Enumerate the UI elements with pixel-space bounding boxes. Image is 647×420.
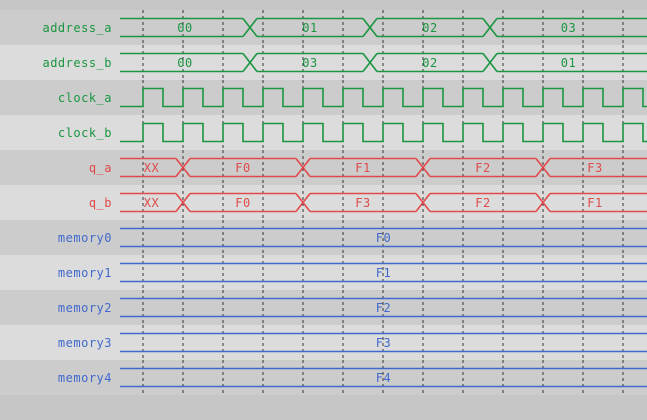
bus-value: 03 [560, 20, 577, 35]
signal-label-memory4: memory4 [0, 360, 112, 395]
clock-waveform [120, 87, 647, 108]
bus-value: 00 [177, 55, 193, 70]
bus-value: 01 [302, 20, 318, 35]
bus-waveform [120, 157, 647, 178]
bus-value: F2 [475, 160, 491, 175]
signal-label-text: address_a [42, 20, 112, 35]
waveform-area-memory4[interactable] [120, 360, 647, 395]
signal-label-text: clock_b [57, 125, 112, 140]
signal-label-text: clock_a [57, 90, 112, 105]
bus-waveform [120, 52, 647, 73]
signal-row-memory2[interactable]: memory2 F2 [0, 290, 647, 325]
signal-label-text: memory4 [57, 370, 112, 385]
signal-row-address_b[interactable]: address_b 00 03 02 01 [0, 45, 647, 80]
bus-value: F3 [587, 160, 603, 175]
bus-value: F1 [587, 195, 603, 210]
waveform-area-q_b[interactable] [120, 185, 647, 220]
signal-row-memory3[interactable]: memory3 F3 [0, 325, 647, 360]
signal-row-memory4[interactable]: memory4 F4 [0, 360, 647, 395]
signal-row-q_b[interactable]: q_b XX F0 F3 F2 F1 [0, 185, 647, 220]
signal-label-text: q_b [88, 195, 112, 210]
bus-value: 02 [422, 20, 438, 35]
signal-row-clock_a[interactable]: clock_a [0, 80, 647, 115]
signal-label-q_b: q_b [0, 185, 112, 220]
clock-waveform [120, 122, 647, 143]
signal-label-address_a: address_a [0, 10, 112, 45]
signal-label-text: memory1 [57, 265, 112, 280]
signal-row-address_a[interactable]: address_a 00 01 02 03 [0, 10, 647, 45]
signal-label-clock_b: clock_b [0, 115, 112, 150]
bus-value: F0 [235, 195, 251, 210]
bus-value: F2 [375, 300, 392, 315]
bus-value: F3 [375, 335, 392, 350]
bus-value: 01 [560, 55, 577, 70]
waveform-area-clock_a[interactable] [120, 80, 647, 115]
waveform-area-memory1[interactable] [120, 255, 647, 290]
bus-waveform [120, 262, 647, 283]
signal-row-memory0[interactable]: memory0 F0 [0, 220, 647, 255]
signal-label-text: memory2 [57, 300, 112, 315]
bus-value: XX [143, 160, 160, 175]
signal-label-text: memory0 [57, 230, 112, 245]
signal-label-clock_a: clock_a [0, 80, 112, 115]
bus-value: 03 [302, 55, 318, 70]
signal-row-memory1[interactable]: memory1 F1 [0, 255, 647, 290]
signal-label-text: q_a [88, 160, 112, 175]
signal-label-memory0: memory0 [0, 220, 112, 255]
signal-label-q_a: q_a [0, 150, 112, 185]
grid-lines [142, 45, 624, 80]
signal-label-memory3: memory3 [0, 325, 112, 360]
signal-label-memory1: memory1 [0, 255, 112, 290]
bus-waveform [120, 192, 647, 213]
grid-lines [142, 10, 624, 45]
bus-value: F0 [375, 230, 392, 245]
signal-label-memory2: memory2 [0, 290, 112, 325]
bus-waveform [120, 227, 647, 248]
signal-label-text: memory3 [57, 335, 112, 350]
bus-value: XX [143, 195, 160, 210]
bus-value: F3 [355, 195, 371, 210]
bus-value: F2 [475, 195, 491, 210]
signal-label-address_b: address_b [0, 45, 112, 80]
bus-waveform [120, 367, 647, 388]
waveform-area-memory3[interactable] [120, 325, 647, 360]
waveform-area-clock_b[interactable] [120, 115, 647, 150]
grid-lines [142, 185, 624, 220]
signal-label-text: address_b [42, 55, 112, 70]
bus-waveform [120, 332, 647, 353]
waveform-area-address_b[interactable] [120, 45, 647, 80]
bus-value: F1 [375, 265, 392, 280]
signal-row-q_a[interactable]: q_a XX F0 F1 F2 F3 [0, 150, 647, 185]
bus-waveform [120, 17, 647, 38]
waveform-area-memory2[interactable] [120, 290, 647, 325]
grid-lines [142, 150, 624, 185]
bus-value: 02 [422, 55, 438, 70]
signal-row-clock_b[interactable]: clock_b [0, 115, 647, 150]
bus-value: F4 [375, 370, 392, 385]
waveform-area-q_a[interactable] [120, 150, 647, 185]
waveform-area-memory0[interactable] [120, 220, 647, 255]
bus-waveform [120, 297, 647, 318]
waveform-area-address_a[interactable] [120, 10, 647, 45]
bus-value: F0 [235, 160, 251, 175]
bus-value: F1 [355, 160, 371, 175]
bus-value: 00 [177, 20, 193, 35]
